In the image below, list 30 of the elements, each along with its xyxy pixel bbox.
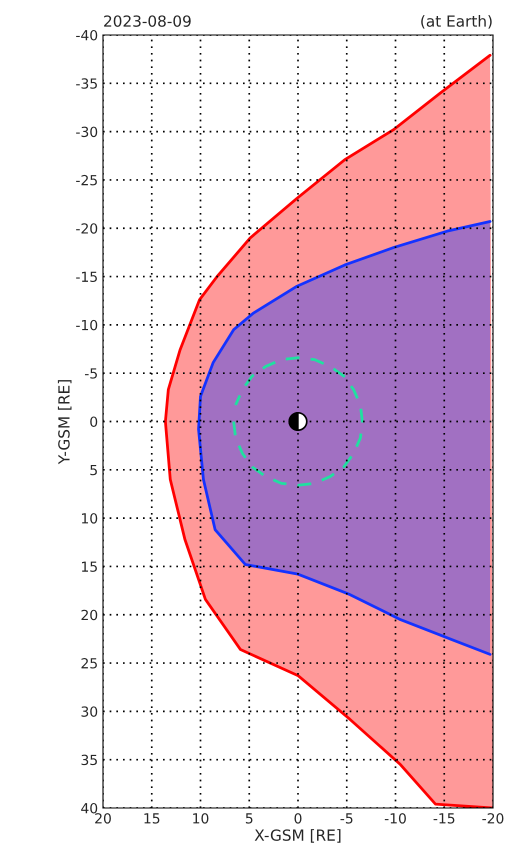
x-tick-label: -10 — [384, 813, 406, 824]
x-tick-label: 5 — [246, 813, 252, 824]
x-tick-label: -5 — [340, 813, 352, 824]
y-tick-label: -5 — [84, 368, 97, 379]
y-tick-label: 20 — [81, 610, 98, 620]
y-tick-label: 10 — [82, 513, 98, 524]
y-tick-label: 40 — [81, 802, 98, 814]
y-tick-label: 25 — [81, 658, 97, 669]
y-tick-label: -30 — [76, 126, 98, 138]
y-axis-title: Y-GSM [RE] — [58, 380, 72, 464]
y-tick-label: 15 — [82, 562, 97, 572]
y-tick-label: 30 — [82, 706, 98, 717]
text: (at Earth) — [421, 15, 492, 29]
x-axis-title: X-GSM [RE] — [254, 829, 340, 843]
chart-title: 2023-08-09 — [104, 15, 191, 27]
x-tick-label: 0 — [294, 813, 302, 824]
y-tick-label: -20 — [76, 223, 98, 234]
y-tick-label: 5 — [90, 464, 97, 476]
x-tick-label: 15 — [144, 813, 160, 824]
y-tick-label: -10 — [76, 320, 98, 330]
y-tick-label: -15 — [76, 272, 97, 282]
x-tick-label: -20 — [482, 813, 504, 824]
y-tick-label: -25 — [76, 174, 97, 186]
line-series — [232, 356, 364, 487]
y-tick-label: 35 — [82, 754, 97, 766]
y-tick-label: -35 — [76, 78, 97, 89]
y-tick-label: 0 — [90, 416, 98, 427]
y-tick-label: -40 — [76, 30, 98, 40]
x-tick-label: -15 — [434, 813, 454, 824]
x-tick-label: 10 — [193, 813, 208, 824]
